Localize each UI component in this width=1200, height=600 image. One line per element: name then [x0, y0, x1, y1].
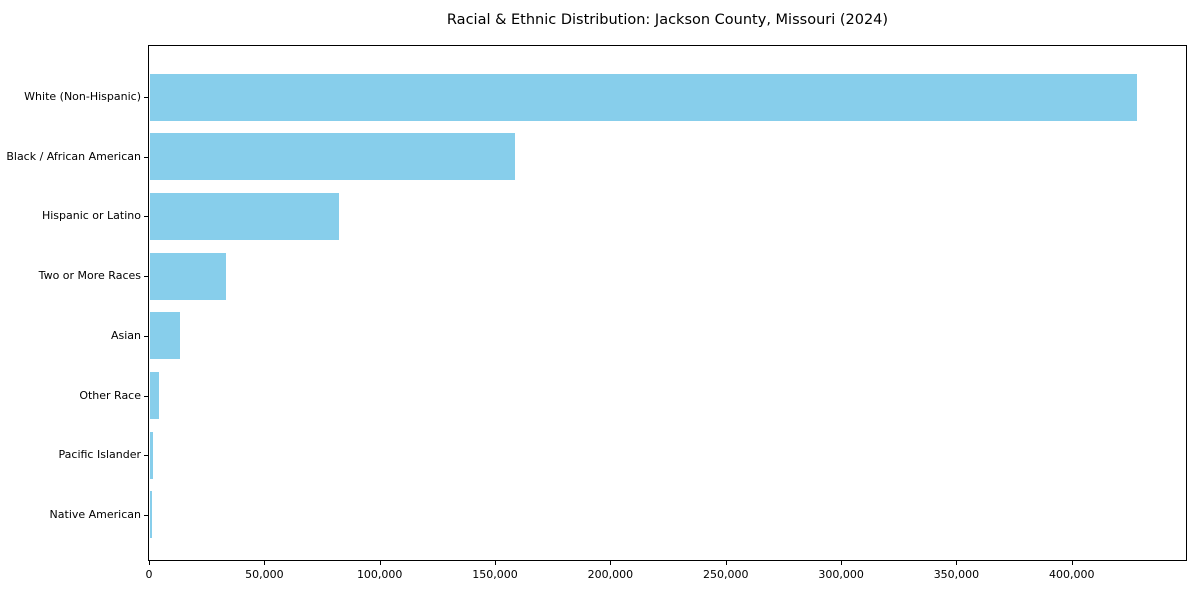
chart-title: Racial & Ethnic Distribution: Jackson Co…: [446, 12, 889, 28]
x-tick-label: 400,000: [1049, 568, 1095, 581]
x-tick-mark: [149, 561, 150, 565]
x-tick-label: 350,000: [933, 568, 980, 581]
x-tick-label: 0: [145, 568, 153, 581]
x-tick-mark: [841, 561, 843, 565]
bar-hispanic-or-latino: [150, 192, 340, 240]
y-axis-label-hispanic-or-latino: Hispanic or Latino: [41, 209, 141, 223]
bar-two-or-more-races: [150, 252, 227, 300]
y-tick-mark: [144, 455, 148, 457]
x-tick-mark: [1071, 561, 1073, 565]
y-tick-mark: [144, 216, 148, 218]
x-tick-mark: [379, 561, 381, 565]
y-tick-mark: [144, 276, 148, 278]
x-tick-mark: [610, 561, 612, 565]
bar-native-american: [150, 491, 153, 539]
y-axis-label-other-race: Other Race: [79, 388, 141, 402]
bar-pacific-islander: [150, 431, 154, 479]
x-tick-label: 100,000: [356, 568, 403, 581]
x-tick-label: 250,000: [703, 568, 749, 581]
x-tick-mark: [956, 561, 958, 565]
y-tick-mark: [144, 514, 148, 516]
x-tick-label: 150,000: [472, 568, 518, 581]
x-tick-mark: [495, 561, 497, 565]
y-tick-mark: [144, 395, 148, 397]
y-axis-label-two-or-more-races: Two or More Races: [38, 269, 141, 283]
x-tick-label: 300,000: [818, 568, 864, 581]
bar-white-non-hispanic: [150, 73, 1138, 121]
x-tick-label: 200,000: [587, 568, 634, 581]
bar-asian: [150, 312, 180, 360]
y-tick-mark: [144, 97, 148, 98]
y-tick-mark: [144, 335, 148, 337]
y-axis-label-white-non-hispanic: White (Non-Hispanic): [24, 90, 141, 103]
y-axis-label-native-american: Native American: [49, 507, 141, 521]
bar-other-race: [150, 372, 160, 419]
x-tick-mark: [264, 561, 266, 565]
x-tick-mark: [725, 561, 727, 565]
plot-area: [148, 45, 1187, 561]
y-axis-label-pacific-islander: Pacific Islander: [58, 448, 141, 462]
y-axis-label-asian: Asian: [110, 328, 141, 342]
y-tick-mark: [144, 156, 148, 158]
y-axis-label-black-african-american: Black / African American: [6, 149, 141, 163]
x-tick-label: 50,000: [245, 568, 284, 581]
bar-black-african-american: [150, 133, 515, 181]
